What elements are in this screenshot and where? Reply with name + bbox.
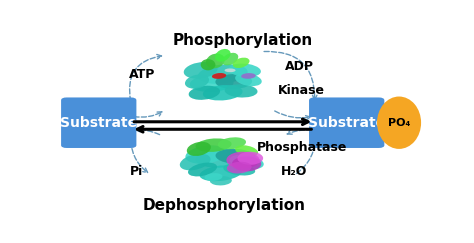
FancyArrowPatch shape	[275, 111, 310, 120]
Ellipse shape	[206, 53, 225, 68]
FancyArrowPatch shape	[297, 135, 318, 174]
FancyArrowPatch shape	[136, 127, 160, 135]
Text: Substrate: Substrate	[60, 116, 137, 130]
FancyArrowPatch shape	[131, 134, 147, 173]
Ellipse shape	[210, 176, 232, 185]
Ellipse shape	[180, 154, 210, 170]
FancyArrowPatch shape	[264, 52, 317, 100]
Ellipse shape	[184, 62, 218, 79]
FancyArrowPatch shape	[134, 112, 162, 117]
Text: ADP: ADP	[285, 60, 314, 73]
Ellipse shape	[235, 145, 258, 156]
Ellipse shape	[203, 85, 243, 101]
Ellipse shape	[227, 152, 259, 169]
Ellipse shape	[237, 152, 263, 165]
Ellipse shape	[229, 155, 264, 169]
Ellipse shape	[198, 64, 248, 84]
Ellipse shape	[377, 96, 421, 149]
FancyArrowPatch shape	[129, 54, 162, 101]
Text: PO₄: PO₄	[388, 118, 410, 128]
Ellipse shape	[232, 156, 261, 171]
Ellipse shape	[195, 149, 246, 168]
Ellipse shape	[189, 86, 220, 100]
Ellipse shape	[241, 73, 256, 79]
Text: Phosphatase: Phosphatase	[256, 140, 347, 154]
Ellipse shape	[195, 139, 232, 152]
Ellipse shape	[225, 84, 257, 97]
Ellipse shape	[218, 137, 246, 149]
Ellipse shape	[216, 149, 255, 164]
Ellipse shape	[227, 162, 252, 174]
FancyArrowPatch shape	[287, 130, 312, 134]
Ellipse shape	[215, 74, 252, 89]
Ellipse shape	[215, 49, 230, 62]
Ellipse shape	[228, 63, 261, 77]
Ellipse shape	[205, 173, 222, 181]
Ellipse shape	[233, 58, 249, 68]
Text: Kinase: Kinase	[278, 84, 325, 97]
Ellipse shape	[201, 59, 215, 70]
Text: H₂O: H₂O	[281, 165, 308, 178]
Text: Pi: Pi	[130, 165, 143, 178]
FancyBboxPatch shape	[309, 97, 384, 148]
Ellipse shape	[185, 75, 209, 89]
Ellipse shape	[200, 165, 242, 181]
Ellipse shape	[188, 163, 217, 176]
Ellipse shape	[225, 69, 236, 72]
Text: Substrate: Substrate	[308, 116, 385, 130]
Ellipse shape	[187, 142, 211, 156]
Text: Dephosphorylation: Dephosphorylation	[143, 198, 306, 213]
Text: Phosphorylation: Phosphorylation	[173, 33, 313, 48]
Ellipse shape	[223, 164, 255, 175]
Ellipse shape	[212, 73, 226, 79]
FancyBboxPatch shape	[61, 97, 137, 148]
Ellipse shape	[222, 53, 238, 65]
Text: ATP: ATP	[129, 68, 155, 81]
Ellipse shape	[185, 145, 227, 164]
Ellipse shape	[235, 73, 262, 86]
Ellipse shape	[190, 75, 234, 92]
